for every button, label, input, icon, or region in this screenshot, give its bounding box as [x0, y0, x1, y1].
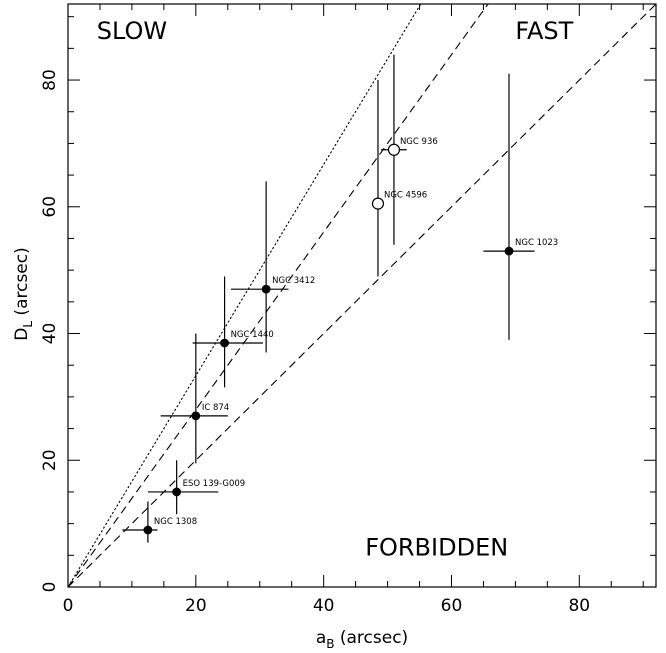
x-tick-label: 0 — [63, 596, 74, 616]
data-point-marker — [172, 487, 182, 497]
region-label-forbidden: FORBIDDEN — [365, 533, 508, 561]
data-point-marker — [143, 525, 153, 535]
y-tick-label: 20 — [40, 449, 60, 471]
y-tick-label: 40 — [40, 323, 60, 345]
reference-lines — [68, 4, 656, 587]
point-label: NGC 1023 — [515, 238, 558, 248]
point-label: NGC 1308 — [154, 517, 197, 527]
point-ngc-3412: NGC 3412 — [230, 181, 315, 353]
x-axis-label-rest: (arcsec) — [334, 628, 408, 648]
point-label: IC 874 — [202, 403, 229, 413]
data-point-marker — [261, 284, 271, 294]
plot-frame — [67, 3, 657, 588]
y-axis-label-rest: (arcsec) — [12, 247, 32, 321]
svg-text:aB (arcsec): aB (arcsec) — [316, 628, 408, 651]
point-label: NGC 4596 — [384, 191, 427, 201]
axis-ticks — [67, 4, 656, 588]
y-tick-label: 80 — [40, 69, 60, 91]
x-tick-label: 60 — [441, 596, 463, 616]
y-tick-label: 0 — [40, 582, 60, 593]
x-axis-label: aB (arcsec) — [316, 628, 408, 651]
y-axis-label-sub: L — [21, 321, 35, 328]
data-point-marker — [220, 338, 229, 348]
y-tick-label: 60 — [40, 196, 60, 218]
data-point-marker — [387, 143, 401, 156]
x-axis-label-main: a — [316, 628, 326, 648]
region-label-slow: SLOW — [97, 17, 167, 45]
y-axis-label: DL (arcsec) — [12, 247, 35, 341]
svg-text:DL (arcsec): DL (arcsec) — [12, 247, 35, 341]
point-label: NGC 3412 — [272, 276, 315, 286]
region-label-fast: FAST — [515, 17, 573, 45]
y-axis-label-main: D — [12, 328, 32, 341]
reference-line-dashed-2 — [68, 4, 656, 587]
x-tick-label: 20 — [185, 596, 207, 616]
data-point-marker — [191, 411, 201, 421]
data-point-marker — [371, 197, 385, 210]
point-ngc-4596: NGC 4596 — [371, 80, 427, 277]
data-point-marker — [504, 246, 514, 256]
point-ngc-1023: NGC 1023 — [483, 73, 558, 340]
point-ngc-936: NGC 936 — [381, 54, 438, 245]
reference-line-dashed-1 — [68, 4, 489, 587]
reference-line-dotted-0 — [68, 4, 422, 587]
point-label: NGC 1440 — [231, 330, 274, 340]
point-ngc-1440: NGC 1440 — [192, 276, 274, 388]
x-axis-label-sub: B — [326, 637, 334, 651]
x-tick-label: 80 — [568, 596, 590, 616]
x-tick-label: 40 — [313, 596, 335, 616]
point-eso-139-g009: ESO 139-G009 — [147, 460, 246, 515]
point-ngc-1308: NGC 1308 — [122, 501, 197, 543]
point-label: NGC 936 — [400, 137, 438, 147]
point-label: ESO 139-G009 — [183, 479, 246, 489]
point-ic-874: IC 874 — [160, 333, 229, 464]
